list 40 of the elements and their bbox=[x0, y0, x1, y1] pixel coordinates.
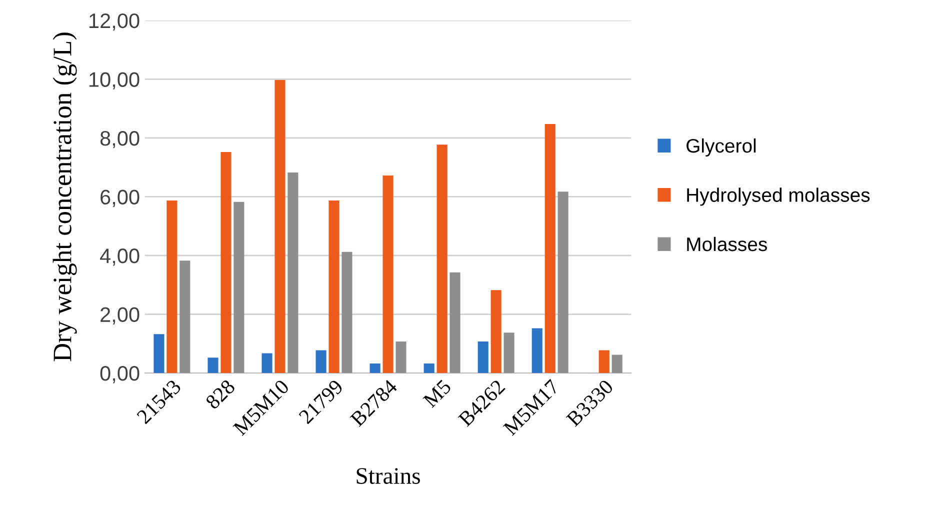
bar bbox=[328, 200, 340, 374]
bar bbox=[436, 144, 448, 374]
legend-label: Glycerol bbox=[686, 138, 756, 157]
bar bbox=[316, 350, 326, 374]
bar bbox=[478, 341, 488, 374]
bar bbox=[208, 358, 218, 374]
bar bbox=[382, 175, 394, 374]
bar bbox=[532, 328, 542, 374]
bar bbox=[504, 332, 514, 374]
y-tick-label: 12,00 bbox=[90, 13, 140, 31]
bar bbox=[274, 80, 286, 374]
x-tick-label: M5 bbox=[422, 379, 452, 408]
bar bbox=[262, 353, 272, 374]
y-axis-title: Dry weight concentration (g/L) bbox=[52, 32, 77, 362]
bar bbox=[424, 364, 434, 374]
legend-label: Molasses bbox=[687, 236, 767, 252]
y-tick-label: 4,00 bbox=[100, 248, 140, 266]
bar bbox=[342, 252, 352, 374]
x-axis-title: Strains bbox=[356, 468, 420, 484]
y-tick-label: 2,00 bbox=[100, 307, 140, 324]
y-tick-label: 10,00 bbox=[90, 72, 140, 90]
bar bbox=[166, 200, 178, 374]
bar bbox=[544, 124, 556, 374]
bar bbox=[612, 354, 622, 374]
bar bbox=[450, 272, 460, 374]
bar bbox=[396, 341, 406, 374]
bar bbox=[598, 350, 610, 374]
y-tick-label: 0,00 bbox=[100, 366, 140, 384]
bar bbox=[220, 152, 232, 374]
bar bbox=[154, 334, 164, 374]
bar bbox=[288, 172, 298, 374]
legend-label: Hydrolysed molasses bbox=[687, 188, 870, 206]
x-tick-label: 828 bbox=[204, 378, 236, 410]
y-tick-label: 8,00 bbox=[100, 130, 140, 148]
bar bbox=[180, 260, 190, 374]
y-tick-label: 6,00 bbox=[100, 190, 140, 207]
bar bbox=[490, 290, 502, 374]
bar bbox=[234, 202, 244, 374]
bar bbox=[558, 192, 568, 374]
bar bbox=[370, 364, 380, 374]
